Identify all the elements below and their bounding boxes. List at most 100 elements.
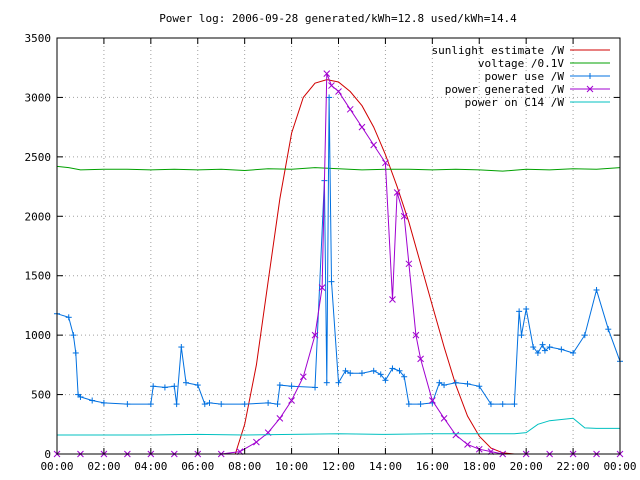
y-tick-label: 2000 [25, 210, 52, 223]
plus-marker [218, 401, 225, 408]
y-tick-label: 2500 [25, 151, 52, 164]
plus-marker [487, 401, 494, 408]
x-tick-label: 18:00 [463, 460, 496, 473]
plus-marker [389, 365, 396, 372]
plus-marker [150, 383, 157, 390]
series-5 [57, 417, 620, 436]
legend-label: power on C14 /W [465, 96, 565, 109]
plus-marker [558, 346, 565, 353]
cross-marker [586, 85, 594, 93]
legend-entry: power use /W [485, 70, 610, 83]
series-line [56, 165, 621, 172]
plus-marker [194, 382, 201, 389]
x-tick-label: 08:00 [228, 460, 261, 473]
x-tick-label: 10:00 [275, 460, 308, 473]
y-tick-label: 0 [44, 448, 51, 461]
plus-marker [396, 367, 403, 374]
plus-marker [546, 344, 553, 351]
cross-marker [412, 331, 420, 339]
plus-marker [370, 367, 377, 374]
plus-marker [377, 371, 384, 378]
plus-marker [342, 367, 349, 374]
legend-label: sunlight estimate /W [432, 44, 565, 57]
plus-marker [587, 73, 593, 79]
plus-marker [452, 379, 459, 386]
cross-marker [318, 284, 326, 291]
series-group [53, 70, 624, 458]
x-tick-label: 14:00 [369, 460, 402, 473]
plus-marker [541, 347, 548, 354]
y-tick-label: 3500 [25, 32, 52, 45]
plus-marker [539, 341, 546, 348]
x-tick-label: 00:00 [40, 460, 73, 473]
x-tick-label: 00:00 [603, 460, 636, 473]
plus-marker [401, 373, 408, 380]
cross-marker [323, 70, 331, 78]
plus-marker [72, 349, 79, 356]
plus-marker [201, 401, 208, 408]
x-tick-label: 22:00 [557, 460, 590, 473]
plus-marker [593, 286, 600, 293]
cross-marker [382, 159, 389, 167]
plus-marker [464, 380, 471, 387]
cross-marker [370, 141, 378, 149]
chart-title: Power log: 2006-09-28 generated/kWh=12.8… [159, 12, 517, 25]
legend-label: power generated /W [445, 83, 565, 96]
cross-marker [299, 373, 307, 381]
plus-marker [335, 379, 342, 386]
plus-marker [178, 344, 185, 351]
plus-marker [70, 332, 77, 339]
cross-marker [417, 355, 424, 363]
cross-marker [400, 212, 408, 220]
plus-marker [570, 349, 577, 356]
plus-marker [523, 305, 530, 312]
series-line [234, 79, 515, 455]
x-tick-label: 16:00 [416, 460, 449, 473]
series-1 [234, 79, 515, 455]
cross-marker [428, 397, 436, 404]
plus-marker [206, 399, 213, 406]
legend-entry: power generated /W [445, 83, 610, 96]
y-tick-label: 1000 [25, 329, 52, 342]
plus-marker [358, 370, 365, 377]
cross-marker [288, 397, 295, 404]
x-tick-label: 04:00 [134, 460, 167, 473]
plus-marker [476, 383, 483, 390]
plus-marker [441, 382, 448, 389]
plus-marker [276, 382, 283, 389]
series-2 [56, 165, 621, 172]
x-tick-label: 20:00 [510, 460, 543, 473]
cross-marker [276, 414, 284, 422]
cross-marker [311, 331, 319, 339]
grid-lines [57, 38, 620, 454]
cross-marker [335, 88, 342, 95]
legend-entry: power on C14 /W [465, 96, 610, 109]
y-tick-label: 500 [31, 389, 51, 402]
legend-label: voltage /0.1V [478, 57, 564, 70]
plus-marker [534, 349, 541, 356]
series-3 [54, 94, 623, 408]
cross-marker [452, 431, 460, 439]
plus-marker [241, 401, 248, 408]
cross-marker [389, 296, 396, 303]
cross-marker [393, 189, 401, 196]
cross-marker [346, 105, 354, 113]
x-tick-label: 06:00 [181, 460, 214, 473]
cross-marker [405, 260, 413, 268]
legend-label: power use /W [485, 70, 565, 83]
plus-marker [516, 308, 523, 315]
plus-marker [417, 401, 424, 408]
plus-marker [328, 278, 335, 285]
y-tick-label: 3000 [25, 91, 52, 104]
plus-marker [288, 383, 295, 390]
plus-marker [511, 401, 518, 408]
plus-marker [436, 379, 443, 386]
plus-marker [265, 399, 272, 406]
plus-marker [499, 401, 506, 408]
plus-marker [347, 370, 354, 377]
plus-marker [89, 397, 96, 404]
legend-entry: sunlight estimate /W [432, 44, 610, 57]
cross-marker [464, 441, 471, 448]
